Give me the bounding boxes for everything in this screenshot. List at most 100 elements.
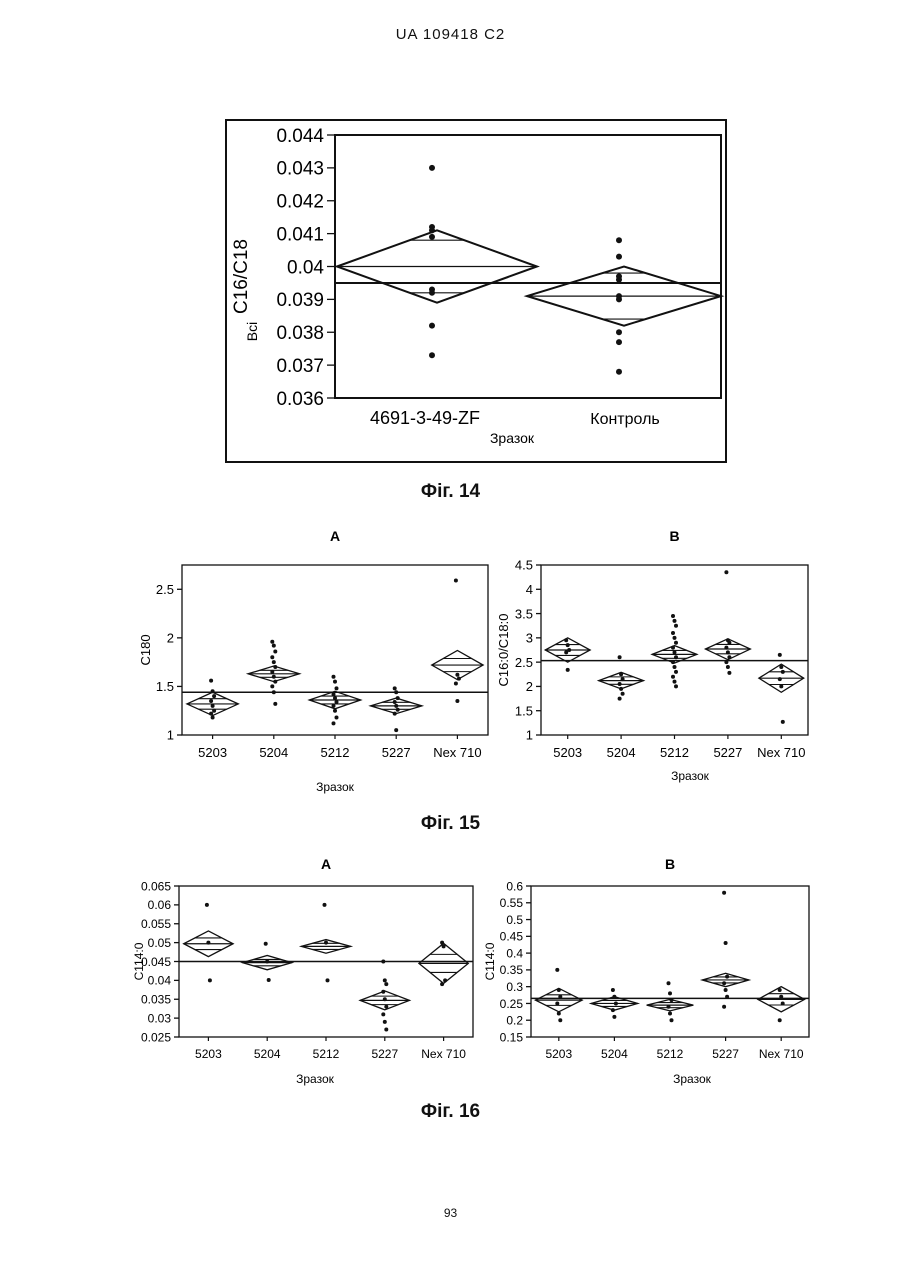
data-point <box>673 619 677 623</box>
data-point <box>564 638 568 642</box>
data-point <box>616 296 622 302</box>
x-axis-label: Зразок <box>316 780 355 794</box>
data-point <box>558 995 562 999</box>
data-point <box>206 941 210 945</box>
data-point <box>333 680 337 684</box>
data-point <box>616 254 622 260</box>
data-point <box>454 579 458 583</box>
x-category-label: 5227 <box>382 745 411 760</box>
data-point <box>564 650 568 654</box>
data-point <box>212 694 216 698</box>
data-point <box>779 665 783 669</box>
data-point <box>670 1018 674 1022</box>
data-point <box>270 670 274 674</box>
data-point <box>205 903 209 907</box>
y-tick-label: 2 <box>167 631 174 646</box>
data-point <box>779 684 783 688</box>
y-axis-label: C16/C18 <box>231 239 252 314</box>
data-point <box>335 686 339 690</box>
data-point <box>270 655 274 659</box>
data-point <box>211 689 215 693</box>
x-category-label: 5203 <box>545 1047 572 1061</box>
data-point <box>384 982 388 986</box>
data-point <box>208 978 212 982</box>
data-point <box>267 978 271 982</box>
y-tick-label: 0.06 <box>148 898 172 912</box>
data-point <box>440 982 444 986</box>
data-point <box>273 649 277 653</box>
data-point <box>671 675 675 679</box>
data-point <box>612 1015 616 1019</box>
data-point <box>724 988 728 992</box>
data-point <box>722 891 726 895</box>
data-point <box>429 290 435 296</box>
data-point <box>272 675 276 679</box>
data-point <box>722 1005 726 1009</box>
data-point <box>454 682 458 686</box>
y-tick-label: 0.043 <box>276 159 324 180</box>
data-point <box>616 339 622 345</box>
y-axis-label-prefix: Всі <box>244 322 260 341</box>
data-point <box>332 692 336 696</box>
data-point <box>671 631 675 635</box>
y-tick-label: 0.04 <box>287 257 324 278</box>
data-point <box>326 978 330 982</box>
y-tick-label: 0.55 <box>500 896 524 910</box>
y-tick-label: 3 <box>526 631 533 646</box>
data-point <box>674 624 678 628</box>
y-tick-label: 0.041 <box>276 224 324 245</box>
data-point <box>674 641 678 645</box>
data-point <box>442 944 446 948</box>
data-point <box>724 570 728 574</box>
x-category-label: 5227 <box>713 745 742 760</box>
data-point <box>270 684 274 688</box>
x-category-label: Nex 710 <box>757 745 805 760</box>
data-point <box>393 686 397 690</box>
data-point <box>621 677 625 681</box>
data-point <box>778 988 782 992</box>
y-tick-label: 0.065 <box>141 879 171 893</box>
data-point <box>335 700 339 704</box>
data-point <box>381 990 385 994</box>
data-point <box>621 692 625 696</box>
data-point <box>393 700 397 704</box>
data-point <box>557 1012 561 1016</box>
chart-title: B <box>669 528 679 544</box>
data-point <box>209 712 213 716</box>
data-point <box>394 728 398 732</box>
data-point <box>429 352 435 358</box>
data-point <box>612 995 616 999</box>
y-tick-label: 0.037 <box>276 356 324 377</box>
data-point <box>566 668 570 672</box>
data-point <box>429 323 435 329</box>
data-point <box>724 646 728 650</box>
y-tick-label: 2 <box>526 679 533 694</box>
y-tick-label: 0.025 <box>141 1030 171 1044</box>
y-tick-label: 0.05 <box>148 936 172 950</box>
chart-title: A <box>330 528 340 544</box>
data-point <box>429 165 435 171</box>
x-category-label: Контроль <box>590 411 660 428</box>
data-point <box>668 991 672 995</box>
data-point <box>429 227 435 233</box>
data-point <box>335 716 339 720</box>
data-point <box>722 981 726 985</box>
chart-title: B <box>665 856 675 872</box>
x-category-label: 5212 <box>313 1047 340 1061</box>
y-tick-label: 0.035 <box>141 993 171 1007</box>
data-point <box>619 672 623 676</box>
data-point <box>455 673 459 677</box>
y-tick-label: 2.5 <box>156 582 174 597</box>
chart-fig15a: A11.522.5C1805203520452125227Nex 710Зраз… <box>138 528 488 794</box>
data-point <box>457 677 461 681</box>
data-point <box>673 680 677 684</box>
data-point <box>443 978 447 982</box>
data-point <box>455 699 459 703</box>
y-tick-label: 0.5 <box>506 913 523 927</box>
x-category-label: Nex 710 <box>421 1047 466 1061</box>
chart-fig16a: A0.0250.030.0350.040.0450.050.0550.060.0… <box>132 856 473 1086</box>
y-tick-label: 0.6 <box>506 879 523 893</box>
y-tick-label: 0.45 <box>500 930 524 944</box>
data-point <box>670 998 674 1002</box>
